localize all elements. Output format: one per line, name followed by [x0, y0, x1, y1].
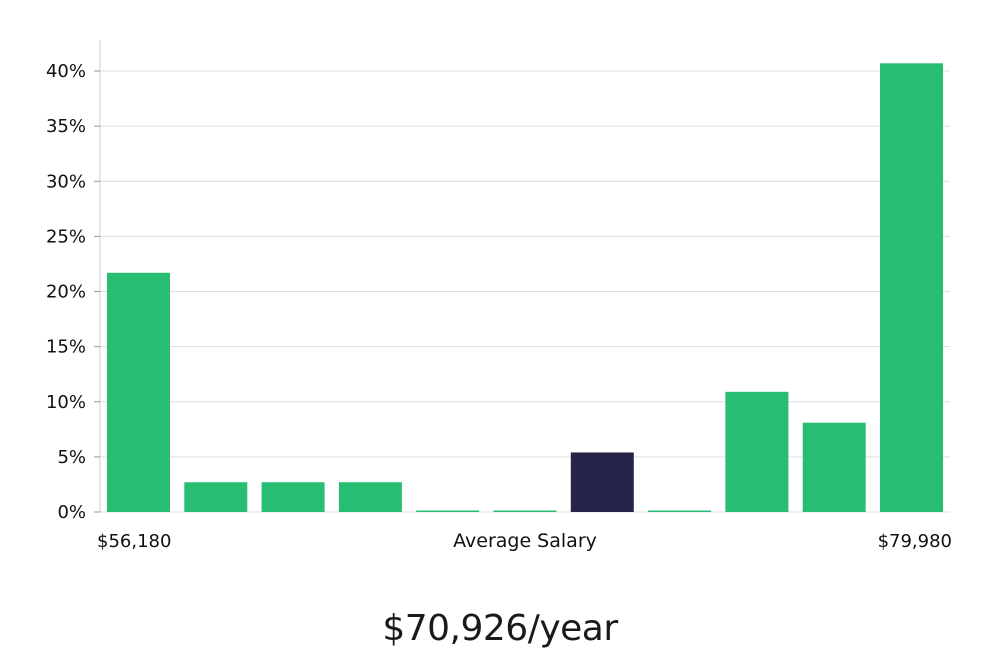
bar	[184, 482, 248, 512]
bar	[493, 510, 557, 512]
y-tick-label: 30%	[46, 171, 86, 192]
y-tick-label: 5%	[57, 447, 86, 468]
bar	[725, 391, 789, 512]
average-salary-value: $70,926/year	[382, 608, 618, 649]
bar	[880, 63, 943, 512]
bar	[416, 510, 480, 512]
x-max-label: $79,980	[878, 531, 952, 552]
y-tick-label: 15%	[46, 337, 86, 358]
x-axis-label: Average Salary	[453, 530, 597, 552]
y-tick-label: 35%	[46, 116, 86, 137]
y-tick-label: 20%	[46, 282, 86, 303]
y-tick-label: 25%	[46, 226, 86, 247]
y-tick-label: 0%	[57, 502, 86, 523]
bar	[802, 422, 866, 512]
bar	[648, 510, 712, 512]
bar-highlighted	[570, 452, 634, 512]
salary-histogram: 0% 5% 10% 15% 20% 25% 30% 35% 40% $56,180 Averag…	[46, 40, 952, 552]
bar	[261, 482, 325, 512]
grid-lines	[100, 70, 950, 513]
bar	[107, 272, 170, 512]
y-tick-label: 10%	[46, 392, 86, 413]
bar	[338, 482, 402, 512]
y-tick-label: 40%	[46, 61, 86, 82]
bars	[107, 63, 943, 512]
y-axis-ticks: 0% 5% 10% 15% 20% 25% 30% 35% 40%	[46, 61, 100, 523]
x-min-label: $56,180	[97, 531, 171, 552]
